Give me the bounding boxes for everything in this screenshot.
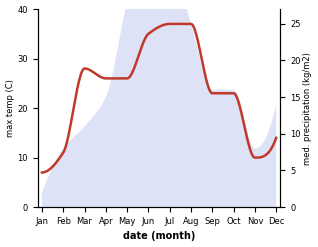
- Y-axis label: max temp (C): max temp (C): [5, 79, 15, 137]
- X-axis label: date (month): date (month): [123, 231, 195, 242]
- Y-axis label: med. precipitation (kg/m2): med. precipitation (kg/m2): [303, 52, 313, 165]
